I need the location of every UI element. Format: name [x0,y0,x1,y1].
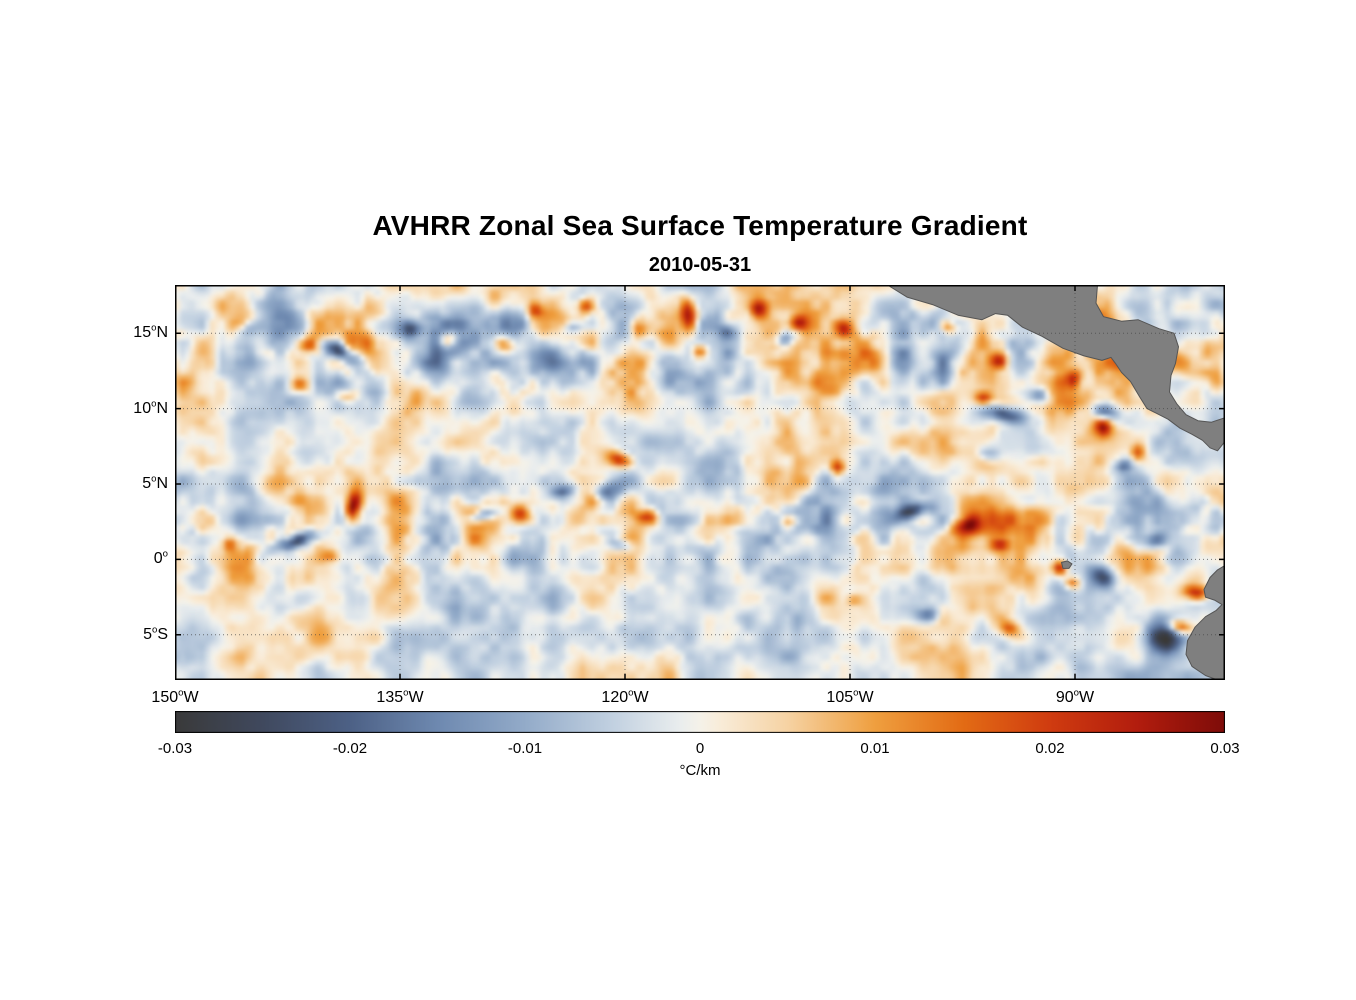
colorbar-tick-label: 0.03 [1210,740,1240,757]
lat-tick-label: 5oN [142,473,168,492]
land-central-america [887,285,1225,452]
map-overlay-svg [175,285,1225,680]
lat-tick-label: 10oN [133,398,168,417]
lat-tick-label: 5oS [143,624,168,643]
colorbar-gradient [175,711,1225,733]
lon-tick-label: 120oW [601,687,649,706]
chart-title: AVHRR Zonal Sea Surface Temperature Grad… [372,210,1028,241]
plot-border [175,285,1225,680]
chart-date-subtitle: 2010-05-31 [648,254,752,276]
colorbar-tick-label: 0 [695,740,705,757]
lon-tick-label: 150oW [151,687,199,706]
colorbar-unit-label: °C/km [679,762,721,779]
colorbar-tick-label: -0.02 [332,740,368,757]
colorbar-tick-label: -0.03 [157,740,193,757]
lon-tick-label: 135oW [376,687,424,706]
lat-tick-label: 0o [153,548,168,567]
land-galapagos-islands [1061,560,1073,569]
colorbar-tick-label: 0.01 [860,740,890,757]
colorbar-tick-label: 0.02 [1035,740,1065,757]
map-plot-area [175,285,1225,680]
sst-gradient-heatmap-canvas [175,285,1225,680]
lon-tick-label: 90oW [1055,687,1095,706]
lat-tick-label: 15oN [133,322,168,341]
lon-tick-label: 105oW [826,687,874,706]
colorbar-tick-label: -0.01 [507,740,543,757]
land-south-america [1185,564,1225,680]
